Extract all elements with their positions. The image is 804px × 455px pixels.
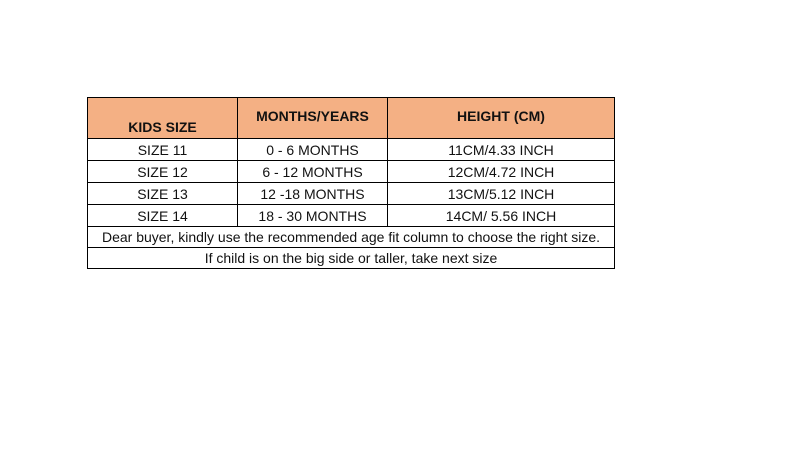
table-cell: 12 -18 MONTHS <box>237 182 388 205</box>
note-row: If child is on the big side or taller, t… <box>87 247 615 269</box>
table-cell: 13CM/5.12 INCH <box>387 182 615 205</box>
table-cell: SIZE 13 <box>87 182 238 205</box>
note-row: Dear buyer, kindly use the recommended a… <box>87 226 615 248</box>
table-cell: SIZE 11 <box>87 138 238 161</box>
table-cell: 18 - 30 MONTHS <box>237 204 388 227</box>
header-cell: HEIGHT (CM) <box>387 97 615 139</box>
table-cell: SIZE 12 <box>87 160 238 183</box>
table-cell: 12CM/4.72 INCH <box>387 160 615 183</box>
header-cell: MONTHS/YEARS <box>237 97 388 139</box>
table-cell: 6 - 12 MONTHS <box>237 160 388 183</box>
table-cell: SIZE 14 <box>87 204 238 227</box>
table-cell: 14CM/ 5.56 INCH <box>387 204 615 227</box>
table-cell: 11CM/4.33 INCH <box>387 138 615 161</box>
table-cell: 0 - 6 MONTHS <box>237 138 388 161</box>
header-cell: KIDS SIZE <box>87 97 238 139</box>
